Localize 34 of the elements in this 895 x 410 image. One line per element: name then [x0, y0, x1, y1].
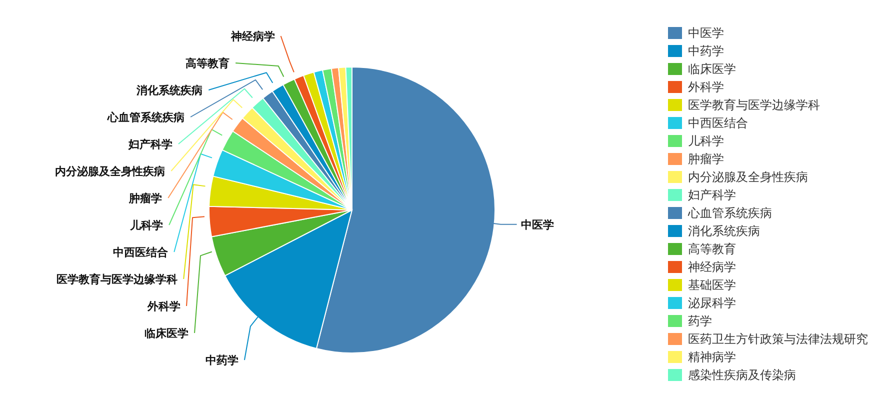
- legend-label: 中西医结合: [688, 115, 748, 132]
- slice-label: 中药学: [205, 354, 238, 367]
- slice-label: 高等教育: [186, 57, 230, 70]
- slice-label: 消化系统疾病: [136, 84, 203, 97]
- slice-label: 临床医学: [144, 327, 189, 340]
- legend-label: 临床医学: [688, 61, 736, 78]
- legend-label: 神经病学: [688, 259, 736, 276]
- legend-label: 精神病学: [688, 349, 736, 366]
- legend-label: 医药卫生方针政策与法律法规研究: [688, 331, 868, 348]
- slice-label: 中医学: [520, 218, 554, 232]
- legend-label: 医学教育与医学边缘学科: [688, 97, 820, 114]
- legend-label: 消化系统疾病: [688, 223, 760, 240]
- slice-label: 肿瘤学: [128, 192, 162, 205]
- legend-label: 药学: [688, 313, 712, 330]
- slice-label: 妇产科学: [127, 138, 172, 151]
- legend-label: 基础医学: [688, 277, 736, 294]
- legend-label: 高等教育: [688, 241, 736, 258]
- slice-label: 儿科学: [129, 219, 164, 232]
- legend-label: 妇产科学: [688, 187, 736, 204]
- slice-label: 医学教育与医学边缘学科: [56, 273, 178, 286]
- slice-label: 心血管系统疾病: [106, 111, 185, 124]
- legend-label: 肿瘤学: [688, 151, 724, 168]
- legend-label: 儿科学: [688, 133, 724, 150]
- legend-label: 中医学: [688, 25, 724, 42]
- legend-label: 外科学: [688, 79, 724, 96]
- legend-label: 泌尿科学: [688, 295, 736, 312]
- legend-label: 内分泌腺及全身性疾病: [688, 169, 808, 186]
- slice-label: 内分泌腺及全身性疾病: [55, 165, 166, 178]
- slice-label: 神经病学: [230, 30, 275, 43]
- slice-label: 外科学: [146, 300, 181, 313]
- slice-label: 中西医结合: [113, 246, 170, 259]
- legend-label: 心血管系统疾病: [688, 205, 772, 222]
- legend-label: 中药学: [688, 43, 724, 60]
- legend-label: 感染性疾病及传染病: [688, 367, 796, 384]
